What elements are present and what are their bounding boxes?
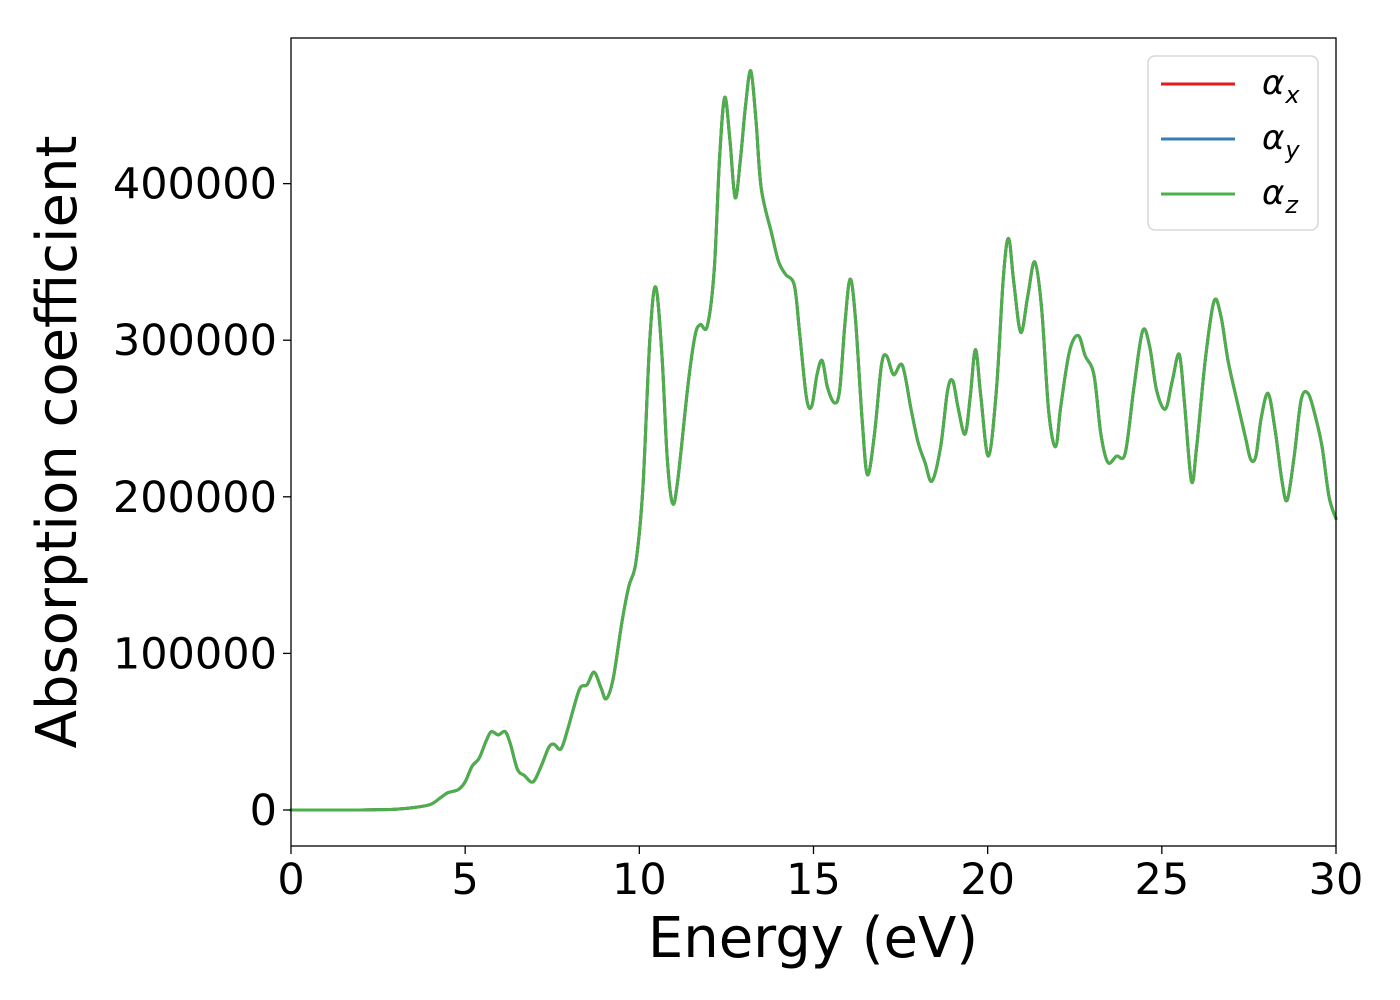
y-tick-label: 200000 <box>113 473 277 523</box>
y-tick-label: 0 <box>250 786 277 836</box>
x-axis-label: Energy (eV) <box>648 906 978 971</box>
y-tick-label: 400000 <box>113 160 277 210</box>
legend-label-y: αy <box>1262 118 1300 164</box>
x-tick-label: 25 <box>1134 855 1189 905</box>
x-tick-label: 15 <box>786 855 841 905</box>
x-tick-label: 20 <box>960 855 1015 905</box>
y-tick-label: 300000 <box>113 316 277 366</box>
y-axis-label: Absorption coefficient <box>25 136 90 749</box>
y-tick-label: 100000 <box>113 629 277 679</box>
x-tick-label: 30 <box>1309 855 1364 905</box>
legend-label-x: αx <box>1262 63 1300 109</box>
x-tick-label: 5 <box>451 855 478 905</box>
x-tick-label: 0 <box>277 855 304 905</box>
y-axis: 0 100000 200000 300000 400000 <box>113 160 291 836</box>
legend-box <box>1147 55 1319 231</box>
series-line-z <box>289 69 1338 812</box>
x-axis: 0 5 10 15 20 25 30 <box>277 846 1363 905</box>
x-tick-label: 10 <box>612 855 667 905</box>
plot-lines <box>289 69 1338 812</box>
